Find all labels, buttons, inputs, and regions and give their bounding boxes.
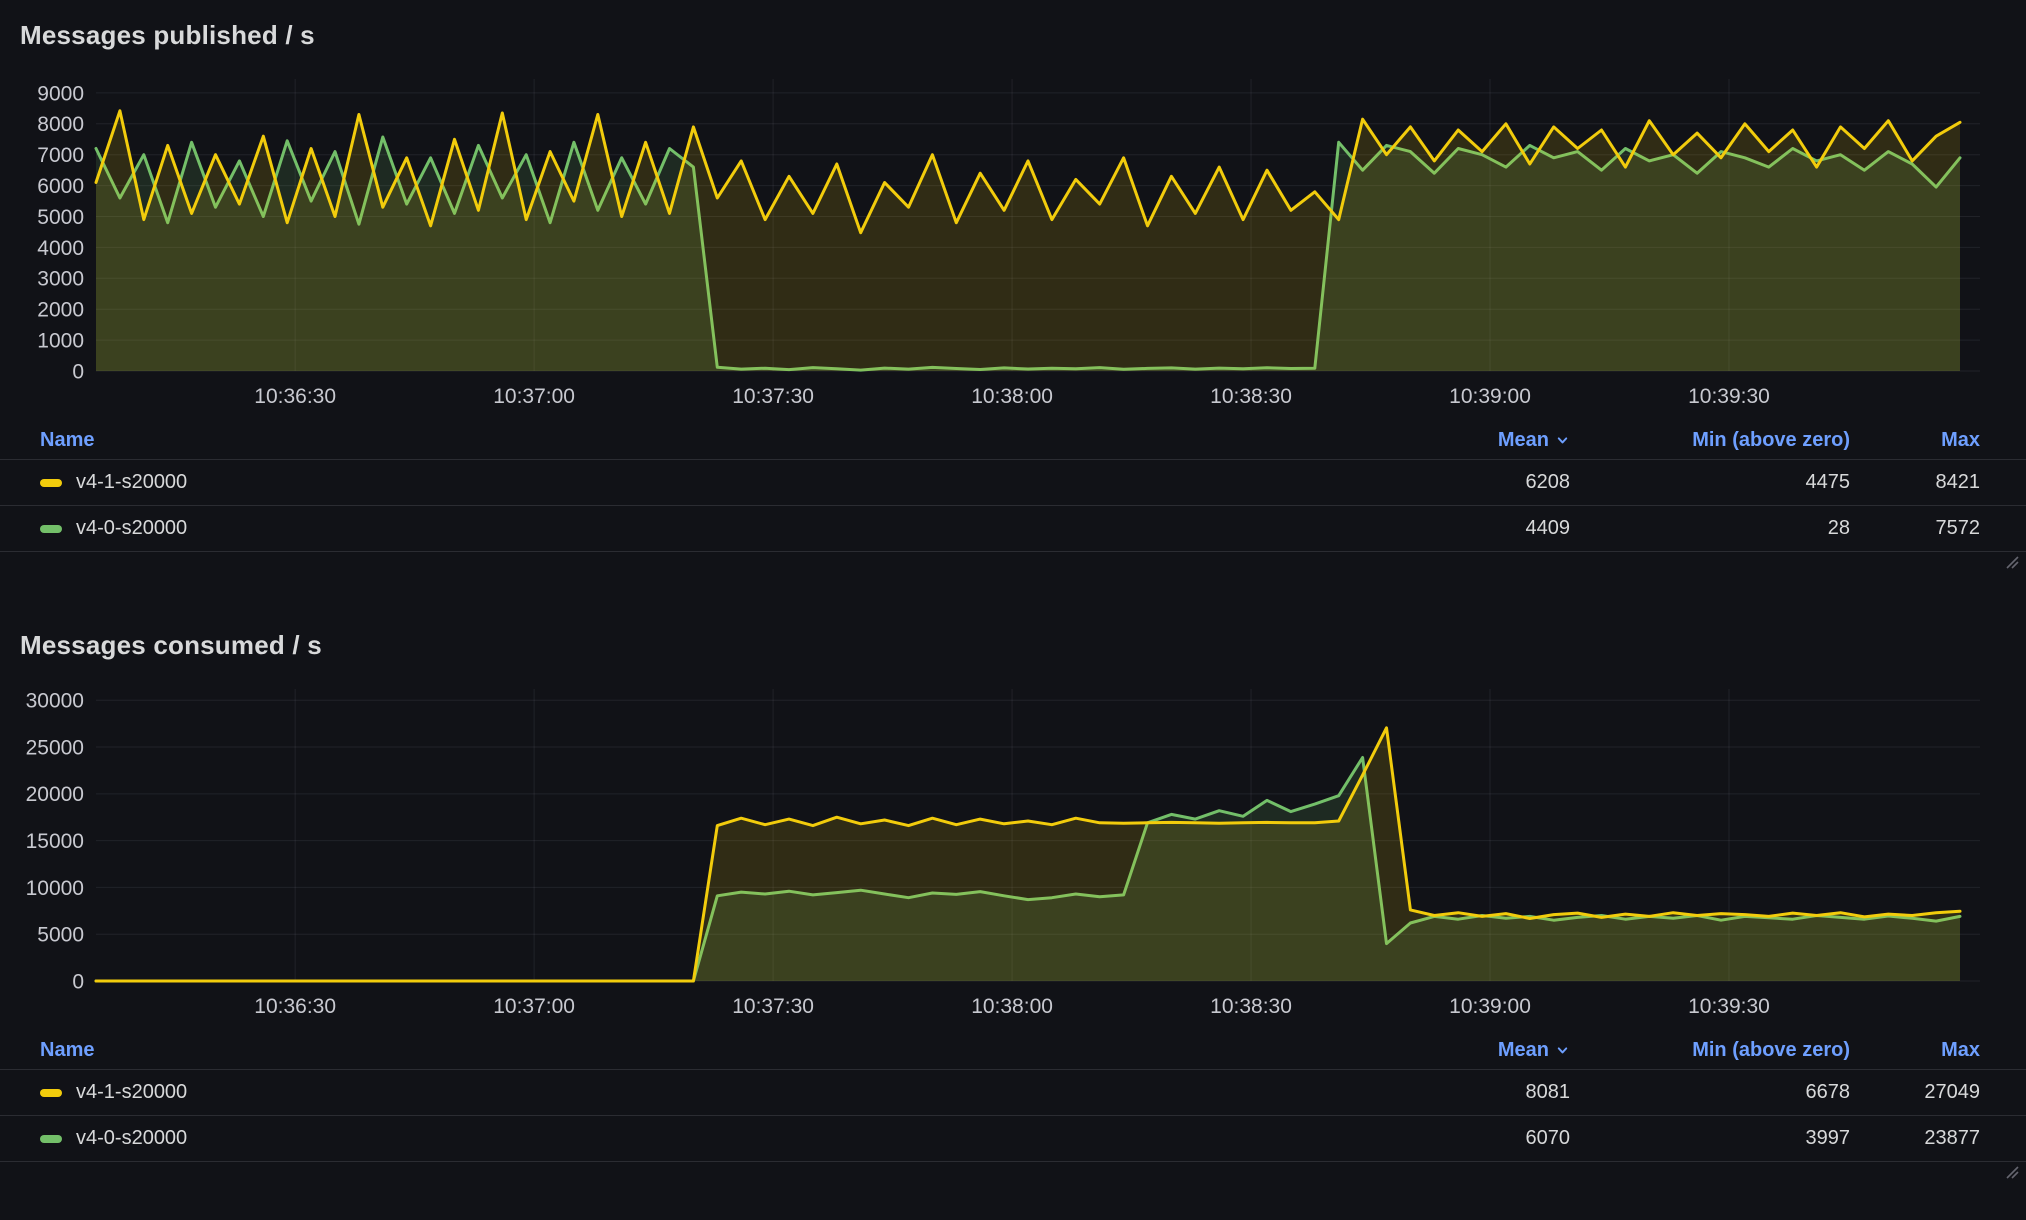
svg-text:10:37:30: 10:37:30 (732, 385, 814, 408)
consumed-chart-svg[interactable]: 0 5000 10000 15000 20000 25000 30000 10:36:30 10… (0, 673, 2026, 1025)
legend-row-v4-0: v4-0-s20000 6070 3997 23877 (0, 1116, 2026, 1162)
min-value: 28 (1827, 517, 1850, 539)
max-value: 8421 (1935, 471, 1981, 493)
mean-value: 8081 (1525, 1081, 1571, 1103)
series-name[interactable]: v4-0-s20000 (76, 517, 188, 539)
svg-text:3000: 3000 (37, 268, 84, 291)
min-value: 3997 (1805, 1127, 1851, 1149)
svg-text:8000: 8000 (37, 113, 84, 136)
legend-col-max[interactable]: Max (1941, 1038, 1980, 1061)
panel-messages-published: Messages published / s 0 1000 2000 3000 4000… (0, 0, 2026, 569)
svg-text:10:38:00: 10:38:00 (971, 385, 1053, 408)
svg-text:7000: 7000 (37, 144, 84, 167)
legend-row-v4-1: v4-1-s20000 6208 4475 8421 (0, 460, 2026, 506)
legend-col-mean[interactable]: Mean (1370, 1039, 1570, 1062)
published-chart-svg[interactable]: 0 1000 2000 3000 4000 5000 6000 7000 8000 9000 10:… (0, 63, 2026, 415)
series-swatch-green[interactable] (40, 524, 62, 533)
svg-text:4000: 4000 (37, 237, 84, 260)
legend-col-name[interactable]: Name (40, 1038, 95, 1061)
svg-text:5000: 5000 (37, 206, 84, 229)
svg-text:10:39:00: 10:39:00 (1449, 995, 1531, 1018)
legend-col-max[interactable]: Max (1941, 428, 1980, 451)
svg-text:10:37:00: 10:37:00 (493, 385, 575, 408)
svg-text:5000: 5000 (37, 924, 84, 947)
svg-text:25000: 25000 (26, 736, 84, 759)
svg-text:10:39:30: 10:39:30 (1688, 385, 1770, 408)
chevron-down-icon (1557, 436, 1568, 443)
series-swatch-yellow[interactable] (40, 478, 62, 487)
legend-header: Name Mean Min (above zero) Max (0, 1031, 2026, 1070)
legend-header: Name Mean Min (above zero) Max (0, 421, 2026, 460)
svg-text:10:38:30: 10:38:30 (1210, 385, 1292, 408)
legend-row-v4-0: v4-0-s20000 4409 28 7572 (0, 506, 2026, 552)
published-legend: Name Mean Min (above zero) Max v4-1-s200… (0, 421, 2026, 552)
svg-text:10:39:30: 10:39:30 (1688, 995, 1770, 1018)
max-value: 27049 (1924, 1081, 1980, 1103)
svg-text:10:38:00: 10:38:00 (971, 995, 1053, 1018)
chevron-down-icon (1557, 1046, 1568, 1053)
max-value: 23877 (1924, 1127, 1980, 1149)
min-value: 6678 (1805, 1081, 1851, 1103)
svg-text:0: 0 (72, 970, 84, 993)
consumed-chart[interactable]: 0 5000 10000 15000 20000 25000 30000 10:36:30 10… (0, 673, 2026, 1025)
svg-text:10:39:00: 10:39:00 (1449, 385, 1531, 408)
published-chart[interactable]: 0 1000 2000 3000 4000 5000 6000 7000 8000 9000 10:… (0, 63, 2026, 415)
svg-text:10:38:30: 10:38:30 (1210, 995, 1292, 1018)
panel-title-published[interactable]: Messages published / s (20, 20, 315, 50)
mean-value: 6208 (1525, 471, 1571, 493)
svg-text:2000: 2000 (37, 299, 84, 322)
svg-text:20000: 20000 (26, 783, 84, 806)
svg-text:10000: 10000 (26, 877, 84, 900)
svg-text:1000: 1000 (37, 329, 84, 352)
svg-text:9000: 9000 (37, 82, 84, 105)
legend-row-v4-1: v4-1-s20000 8081 6678 27049 (0, 1070, 2026, 1116)
series-name[interactable]: v4-1-s20000 (76, 471, 188, 493)
mean-value: 6070 (1525, 1127, 1571, 1149)
mean-value: 4409 (1525, 517, 1571, 539)
panel-messages-consumed: Messages consumed / s 0 5000 10000 15000 200… (0, 610, 2026, 1179)
legend-col-min[interactable]: Min (above zero) (1692, 1038, 1850, 1061)
svg-text:6000: 6000 (37, 175, 84, 198)
consumed-legend: Name Mean Min (above zero) Max v4-1-s200… (0, 1031, 2026, 1162)
svg-text:15000: 15000 (26, 830, 84, 853)
series-swatch-yellow[interactable] (40, 1088, 62, 1097)
panel-title-consumed[interactable]: Messages consumed / s (20, 630, 322, 660)
series-name[interactable]: v4-0-s20000 (76, 1127, 188, 1149)
legend-col-name[interactable]: Name (40, 428, 95, 451)
legend-col-min[interactable]: Min (above zero) (1692, 428, 1850, 451)
max-value: 7572 (1935, 517, 1981, 539)
series-swatch-green[interactable] (40, 1134, 62, 1143)
series-name[interactable]: v4-1-s20000 (76, 1081, 188, 1103)
svg-text:10:37:30: 10:37:30 (732, 995, 814, 1018)
panel-resize-grip[interactable] (2004, 1164, 2020, 1180)
legend-col-mean[interactable]: Mean (1370, 429, 1570, 452)
svg-text:0: 0 (72, 360, 84, 383)
svg-text:10:36:30: 10:36:30 (254, 995, 336, 1018)
panel-resize-grip[interactable] (2004, 554, 2020, 570)
svg-text:30000: 30000 (26, 690, 84, 713)
svg-text:10:37:00: 10:37:00 (493, 995, 575, 1018)
min-value: 4475 (1805, 471, 1851, 493)
svg-text:10:36:30: 10:36:30 (254, 385, 336, 408)
